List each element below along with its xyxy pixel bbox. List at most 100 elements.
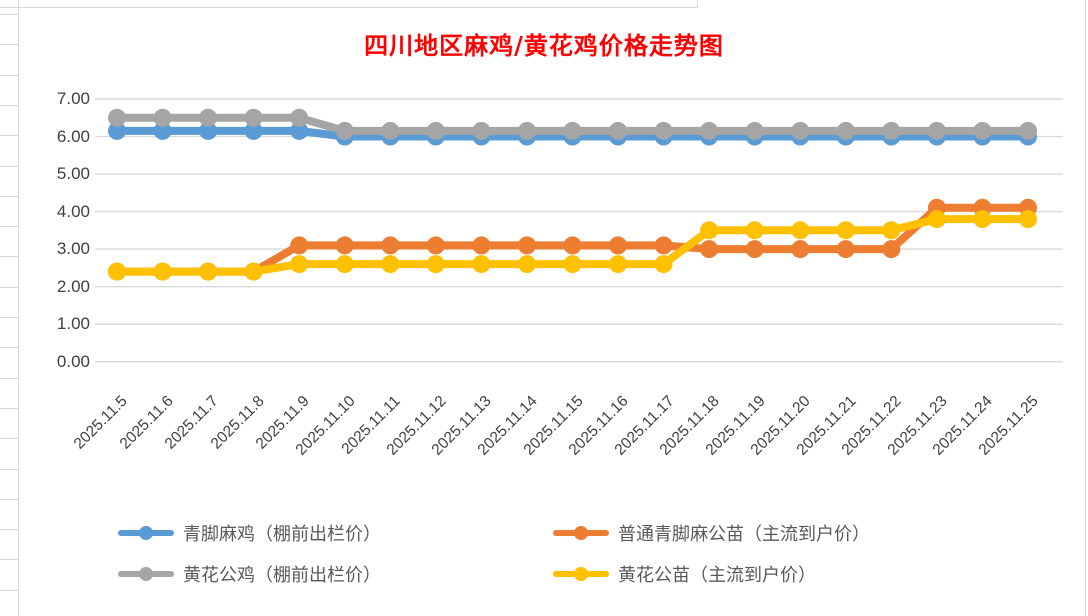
data-point (1019, 210, 1037, 229)
sheet-gridline (0, 469, 18, 470)
sheet-gridline (0, 590, 18, 591)
data-point (563, 255, 582, 274)
legend-label: 青脚麻鸡（棚前出栏价） (183, 524, 381, 544)
data-point (973, 210, 992, 229)
data-point (335, 236, 354, 255)
sheet-gridline (18, 0, 19, 616)
data-point (654, 121, 673, 140)
data-point (199, 108, 218, 127)
data-point (700, 121, 719, 140)
data-point (108, 262, 126, 281)
legend-item-series-2[interactable]: 黄花公鸡（棚前出栏价） (118, 562, 381, 586)
data-point (153, 121, 172, 140)
data-point (836, 221, 855, 240)
sheet-gridline (0, 347, 18, 348)
legend-label: 黄花公苗（主流到户价） (618, 565, 816, 585)
legend-item-series-1[interactable]: 普通青脚麻公苗（主流到户价） (553, 521, 870, 545)
data-point (290, 236, 309, 255)
chart-title: 四川地区麻鸡/黄花鸡价格走势图 (364, 31, 724, 60)
data-point (108, 108, 126, 127)
legend-item-series-3[interactable]: 黄花公苗（主流到户价） (553, 562, 816, 586)
data-point (108, 121, 126, 140)
sheet-gridline (0, 105, 18, 106)
sheet-gridline (1085, 0, 1086, 616)
data-point (244, 262, 263, 281)
data-point (153, 262, 172, 281)
legend-marker-line-dot (118, 525, 174, 541)
y-tick-label: 7.00 (56, 88, 90, 108)
data-point (609, 121, 627, 140)
data-point (700, 240, 719, 259)
y-tick-label: 2.00 (56, 276, 90, 296)
sheet-gridline (0, 7, 697, 8)
data-point (381, 121, 400, 140)
data-point (791, 221, 810, 240)
data-point (290, 255, 309, 274)
data-point (882, 240, 901, 259)
data-point (199, 262, 218, 281)
sheet-gridline (0, 317, 18, 318)
data-point (882, 121, 901, 140)
data-point (290, 108, 309, 127)
legend-item-series-0[interactable]: 青脚麻鸡（棚前出栏价） (118, 521, 381, 545)
sheet-gridline (0, 287, 18, 288)
sheet-gridline (0, 438, 18, 439)
sheet-gridline (0, 226, 18, 227)
sheet-gridline (0, 196, 18, 197)
data-point (472, 121, 491, 140)
legend-marker-line-dot (553, 525, 609, 541)
sheet-gridline (0, 256, 18, 257)
y-tick-label: 0.00 (56, 351, 90, 371)
data-point (335, 255, 354, 274)
data-point (973, 121, 992, 140)
data-point (654, 236, 673, 255)
sheet-gridline (0, 44, 18, 45)
sheet-gridline (0, 529, 18, 530)
data-point (609, 236, 627, 255)
y-tick-label: 1.00 (56, 314, 90, 334)
data-point (654, 255, 673, 274)
data-point (882, 221, 901, 240)
legend-label: 普通青脚麻公苗（主流到户价） (618, 524, 870, 544)
sheet-gridline (0, 559, 18, 560)
data-point (927, 210, 946, 229)
y-tick-label: 6.00 (56, 126, 90, 146)
legend-marker-line-dot (553, 566, 609, 582)
sheet-gridline (697, 0, 698, 8)
data-point (609, 255, 627, 274)
data-point (153, 108, 172, 127)
data-point (244, 108, 263, 127)
y-tick-label: 4.00 (56, 201, 90, 221)
data-point (518, 236, 536, 255)
data-point (244, 121, 263, 140)
legend-label: 黄花公鸡（棚前出栏价） (183, 565, 381, 585)
data-point (1019, 121, 1037, 140)
data-point (199, 121, 218, 140)
data-point (518, 121, 536, 140)
series-2 (108, 108, 1037, 140)
data-point (426, 255, 445, 274)
data-point (927, 121, 946, 140)
data-point (791, 240, 810, 259)
sheet-gridline (0, 135, 18, 136)
data-point (745, 240, 764, 259)
data-point (381, 255, 400, 274)
sheet-gridline (0, 166, 18, 167)
data-point (791, 121, 810, 140)
data-point (381, 236, 400, 255)
series-3 (108, 210, 1037, 281)
sheet-gridline (0, 408, 18, 409)
data-point (290, 121, 309, 140)
y-tick-label: 3.00 (56, 239, 90, 259)
data-point (518, 255, 536, 274)
data-point (836, 121, 855, 140)
sheet-gridline (0, 14, 18, 15)
legend-marker-line-dot (118, 566, 174, 582)
data-point (563, 236, 582, 255)
sheet-gridline (0, 378, 18, 379)
data-point (836, 240, 855, 259)
data-point (335, 121, 354, 140)
data-point (745, 121, 764, 140)
